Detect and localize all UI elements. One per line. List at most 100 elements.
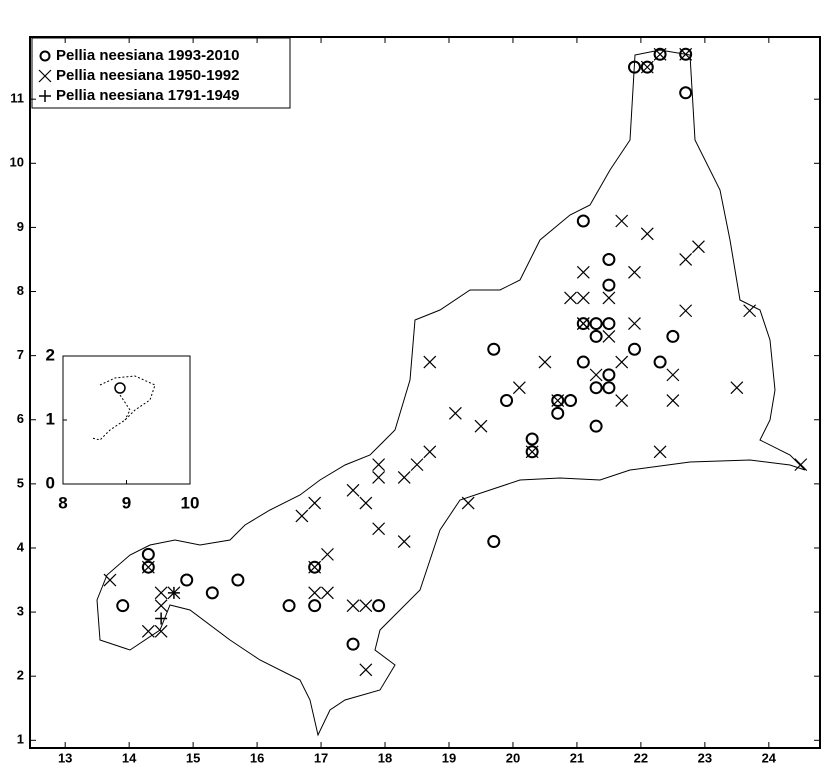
point-x	[423, 445, 437, 459]
point-x	[615, 214, 629, 228]
point-x	[666, 394, 680, 407]
point-x	[154, 624, 168, 638]
x-tick-label: 16	[250, 750, 264, 765]
x-tick-label: 23	[698, 750, 712, 765]
point-x	[372, 522, 386, 536]
point-x	[730, 381, 744, 395]
point-circle	[653, 355, 667, 369]
y-tick-label: 11	[10, 91, 24, 106]
point-circle	[602, 252, 616, 266]
point-x	[141, 624, 155, 638]
legend-marker	[39, 90, 51, 102]
point-circle	[500, 394, 514, 408]
point-x	[576, 291, 590, 305]
point-x	[295, 509, 309, 523]
point-circle	[487, 535, 501, 549]
point-x	[743, 304, 757, 318]
point-x	[397, 471, 411, 484]
point-circle	[372, 599, 386, 613]
point-x	[640, 227, 654, 241]
point-circle	[180, 573, 194, 587]
point-x	[372, 471, 386, 484]
point-circle	[525, 432, 539, 446]
x-tick-label: 20	[506, 750, 520, 765]
point-x	[653, 445, 667, 459]
point-x	[692, 240, 705, 254]
point-x	[359, 599, 373, 613]
y-tick-label: 6	[17, 411, 24, 426]
point-circle	[627, 342, 641, 356]
point-x	[576, 317, 590, 331]
inset-y-tick-label: 0	[46, 473, 55, 492]
point-circle	[525, 445, 539, 459]
point-x	[423, 355, 437, 369]
point-x	[474, 419, 488, 433]
point-x	[448, 406, 462, 420]
point-circle	[551, 394, 565, 408]
point-x	[679, 47, 693, 61]
point-circle	[576, 317, 590, 331]
y-tick-label: 7	[17, 347, 24, 362]
point-plus	[155, 612, 168, 625]
point-circle	[653, 47, 667, 61]
point-circle	[679, 86, 693, 100]
point-x	[372, 458, 386, 472]
point-circle	[589, 317, 603, 331]
legend-label: Pellia neesiana 1993-2010	[56, 47, 239, 64]
point-circle	[346, 637, 360, 651]
inset-y-tick-label: 1	[46, 409, 55, 428]
inset-locator	[114, 382, 126, 394]
point-circle	[602, 278, 616, 292]
y-tick-label: 2	[17, 668, 24, 683]
y-tick-label: 1	[17, 732, 24, 747]
point-x	[410, 458, 424, 472]
point-circle	[602, 317, 616, 331]
point-x	[666, 368, 680, 382]
point-circle	[141, 560, 155, 574]
x-tick-label: 21	[570, 750, 584, 765]
inset-x-tick-label: 9	[122, 493, 131, 512]
point-circle	[487, 342, 501, 356]
point-x	[653, 47, 667, 61]
point-x	[551, 394, 565, 407]
point-x	[346, 483, 360, 497]
point-circle	[576, 214, 590, 228]
y-tick-label: 3	[17, 604, 24, 619]
point-x	[615, 394, 629, 407]
y-tick-label: 4	[17, 539, 25, 554]
plot-frame	[29, 36, 821, 749]
point-plus	[167, 586, 180, 599]
point-x	[602, 329, 616, 343]
point-circle	[589, 329, 603, 343]
point-circle	[679, 47, 693, 61]
x-tick-label: 19	[442, 750, 456, 765]
inset-y-tick-label: 2	[46, 345, 55, 364]
point-x	[103, 573, 117, 587]
point-circle	[116, 599, 130, 613]
point-x	[794, 458, 808, 472]
point-circle	[282, 599, 296, 613]
point-x	[321, 547, 334, 561]
x-tick-label: 18	[378, 750, 392, 765]
x-tick-label: 13	[58, 750, 72, 765]
point-x	[576, 265, 590, 279]
point-x	[359, 496, 373, 510]
x-tick-label: 24	[762, 750, 777, 765]
point-x	[640, 60, 654, 74]
inset-frame	[62, 355, 191, 485]
legend-marker	[38, 69, 52, 83]
point-circle	[589, 381, 603, 395]
point-x	[589, 368, 603, 382]
point-circle	[308, 560, 322, 574]
inset-x-tick-label: 10	[181, 493, 200, 512]
point-x	[679, 304, 693, 318]
point-circle	[576, 355, 590, 369]
point-circle	[551, 406, 565, 420]
y-tick-label: 9	[17, 219, 24, 234]
point-x	[628, 317, 641, 331]
point-circle	[627, 60, 641, 74]
point-x	[602, 291, 616, 305]
x-tick-label: 15	[186, 750, 200, 765]
point-x	[615, 355, 629, 369]
